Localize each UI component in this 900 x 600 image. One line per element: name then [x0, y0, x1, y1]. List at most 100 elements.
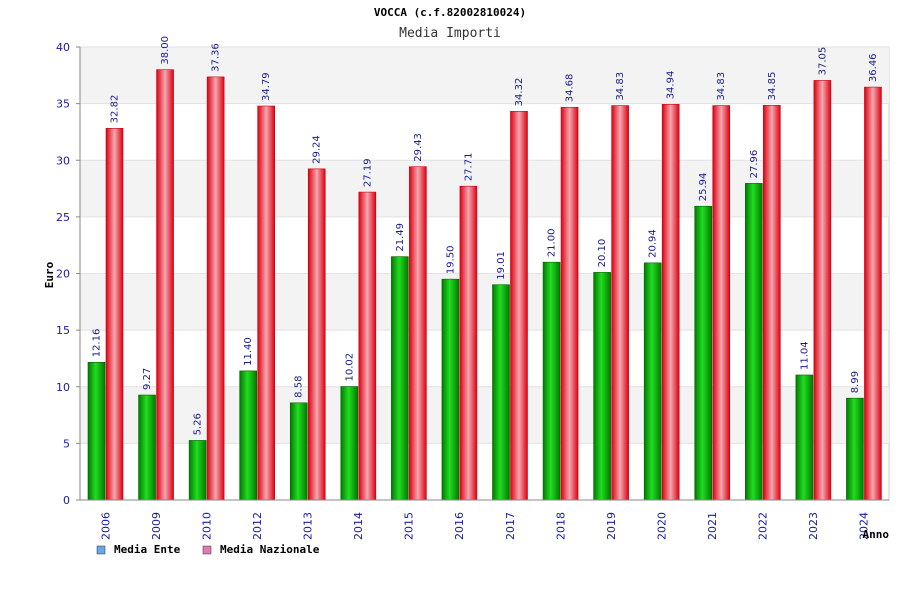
bar-media-ente — [846, 397, 864, 501]
x-tick-label: 2023 — [807, 512, 820, 540]
x-tick-label: 2019 — [605, 512, 618, 540]
value-label: 36.46 — [868, 53, 879, 82]
tick-labels: 0 5 10 15 20 25 30 35 40 2006 2009 2010 2012 2013 2014… — [56, 41, 871, 540]
value-label: 27.71 — [463, 153, 474, 182]
bar-media-ente — [289, 402, 308, 501]
bar-media-nazionale — [661, 104, 680, 501]
bar-media-ente — [340, 386, 359, 501]
y-tick-label: 30 — [56, 154, 70, 167]
bar-media-nazionale — [307, 168, 326, 501]
legend-swatch-media-nazionale — [202, 545, 212, 555]
value-label: 20.94 — [648, 229, 659, 258]
value-label: 20.10 — [597, 239, 608, 268]
value-label: 37.36 — [211, 43, 222, 72]
x-tick-label: 2022 — [757, 512, 770, 540]
value-label: 34.94 — [666, 71, 677, 100]
bar-media-ente — [492, 284, 510, 501]
bar-media-nazionale — [763, 105, 781, 501]
x-tick-label: 2024 — [858, 512, 871, 540]
value-label: 34.83 — [615, 72, 626, 101]
bar-media-nazionale — [206, 76, 225, 501]
y-tick-label: 5 — [63, 437, 70, 450]
bar-media-ente — [87, 361, 106, 501]
bar-media-ente — [694, 205, 713, 501]
value-label: 21.49 — [395, 223, 406, 252]
bar-media-nazionale — [105, 128, 124, 501]
bar-media-ente — [542, 261, 561, 501]
value-label: 25.94 — [698, 173, 709, 202]
value-label: 8.58 — [294, 376, 305, 398]
bar-media-ente — [745, 183, 763, 501]
value-label: 34.79 — [261, 72, 272, 101]
x-tick-label: 2017 — [504, 512, 517, 540]
value-label: 10.02 — [344, 353, 355, 382]
y-tick-label: 15 — [56, 324, 70, 337]
value-label: 37.05 — [817, 47, 828, 76]
chart-subtitle: Media Importi — [399, 26, 501, 41]
x-tick-label: 2021 — [706, 512, 719, 540]
bar-media-nazionale — [156, 69, 174, 501]
value-label: 29.43 — [413, 133, 424, 162]
bar-media-nazionale — [864, 86, 882, 501]
y-tick-label: 20 — [56, 268, 70, 281]
value-label: 19.01 — [496, 251, 507, 280]
bar-media-nazionale — [560, 106, 579, 501]
bar-media-ente — [795, 374, 814, 501]
x-tick-label: 2014 — [352, 512, 365, 540]
legend-label-media-nazionale: Media Nazionale — [220, 543, 320, 556]
bar-media-nazionale — [712, 105, 731, 501]
x-axis-label: Anno — [863, 528, 890, 541]
value-label: 29.24 — [312, 135, 323, 164]
value-label: 8.99 — [850, 371, 861, 393]
x-tick-label: 2013 — [302, 512, 315, 540]
value-label: 5.26 — [193, 413, 204, 435]
value-label: 38.00 — [160, 36, 171, 65]
value-label: 9.27 — [142, 368, 153, 390]
bars — [87, 69, 882, 501]
bar-media-nazionale — [409, 166, 427, 501]
value-label: 27.19 — [362, 158, 373, 187]
y-tick-label: 25 — [56, 211, 70, 224]
value-labels: 12.16 32.82 9.27 38.00 5.26 37.36 11.40 34.79 8.… — [92, 36, 879, 435]
value-label: 19.50 — [445, 246, 456, 275]
bar-media-ente — [441, 278, 460, 501]
value-label: 34.83 — [716, 72, 727, 101]
value-label: 11.04 — [799, 341, 810, 370]
bar-media-nazionale — [813, 80, 832, 501]
bar-media-ente — [391, 256, 409, 501]
legend: Media Ente Media Nazionale — [96, 543, 320, 556]
y-tick-label: 0 — [63, 494, 70, 507]
x-tick-label: 2020 — [655, 512, 668, 540]
legend-label-media-ente: Media Ente — [114, 543, 181, 556]
bar-media-ente — [188, 440, 207, 501]
value-label: 34.32 — [514, 78, 525, 107]
bar-media-nazionale — [611, 105, 629, 501]
bar-media-nazionale — [358, 191, 377, 501]
bar-media-ente — [239, 370, 257, 501]
bar-media-ente — [138, 394, 156, 501]
value-label: 12.16 — [92, 329, 103, 358]
bar-media-ente — [593, 272, 611, 501]
legend-swatch-media-ente — [96, 545, 106, 555]
value-label: 11.40 — [243, 337, 254, 366]
value-label: 34.68 — [565, 74, 576, 103]
value-label: 21.00 — [547, 229, 558, 258]
x-tick-label: 2018 — [554, 512, 567, 540]
x-tick-label: 2016 — [453, 512, 466, 540]
x-tick-label: 2006 — [99, 512, 112, 540]
chart-title: VOCCA (c.f.82002810024) — [374, 6, 526, 19]
bar-media-nazionale — [459, 185, 478, 501]
x-tick-label: 2012 — [251, 512, 264, 540]
value-label: 32.82 — [110, 95, 121, 124]
bar-media-nazionale — [257, 105, 275, 501]
axes — [76, 46, 889, 501]
value-label: 34.85 — [767, 72, 778, 101]
y-axis-label: Euro — [43, 261, 56, 288]
x-tick-label: 2010 — [200, 512, 213, 540]
y-tick-label: 35 — [56, 98, 70, 111]
y-tick-label: 40 — [56, 41, 70, 54]
x-tick-label: 2009 — [150, 512, 163, 540]
bar-media-nazionale — [510, 111, 528, 501]
bar-media-ente — [643, 262, 662, 501]
